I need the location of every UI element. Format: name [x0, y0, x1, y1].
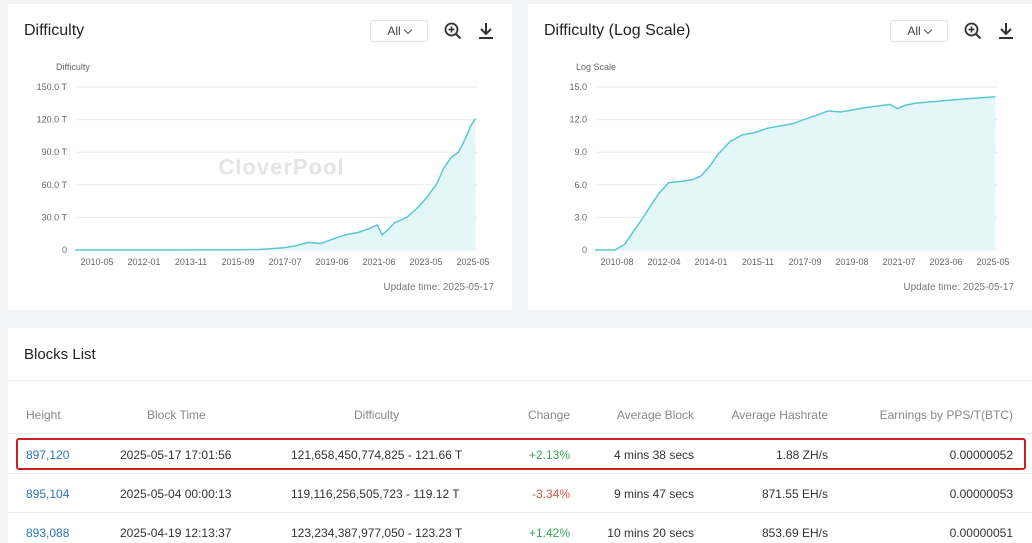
block-height-link[interactable]: 897,120	[26, 448, 70, 462]
column-header-block-time: Block Time	[147, 408, 206, 422]
y-tick-label: 0	[62, 245, 67, 255]
update-time: Update time: 2025-05-17	[383, 282, 494, 293]
block-average-block: 4 mins 38 secs	[613, 448, 694, 462]
divider	[8, 433, 1032, 434]
block-average-block: 10 mins 20 secs	[607, 526, 694, 540]
x-tick-label: 2025-05	[976, 257, 1009, 267]
block-average-block: 9 mins 47 secs	[613, 487, 694, 501]
difficulty-chart: Difficulty 0 30.0 T 60.0 T 90.0 T 120.0 T 150.…	[37, 62, 490, 267]
y-tick-label: 9.0	[574, 147, 587, 157]
x-tick-label: 2013-11	[175, 257, 207, 267]
x-tick-label: 2010-08	[600, 257, 633, 267]
range-select-value: All	[907, 24, 921, 38]
block-difficulty: 121,658,450,774,825 - 121.66 T	[291, 448, 463, 462]
block-time: 2025-05-04 00:00:13	[120, 487, 232, 501]
x-tick-label: 2021-06	[362, 257, 395, 267]
x-tick-label: 2019-06	[315, 257, 348, 267]
x-tick-label: 2012-01	[127, 257, 160, 267]
y-tick-label: 150.0 T	[37, 82, 68, 92]
x-tick-label: 2023-05	[409, 257, 442, 267]
update-time: Update time: 2025-05-17	[903, 282, 1014, 293]
divider	[8, 380, 1032, 381]
zoom-in-icon[interactable]	[963, 21, 983, 41]
download-icon[interactable]	[996, 21, 1016, 41]
series-line	[75, 118, 477, 251]
series-area	[595, 96, 996, 250]
chart-title: Difficulty	[24, 22, 85, 39]
range-select[interactable]: All	[370, 20, 428, 42]
x-tick-label: 2012-04	[647, 257, 680, 267]
x-tick-label: 2015-11	[742, 257, 774, 267]
block-difficulty: 123,234,387,977,050 - 123.23 T	[291, 526, 463, 540]
x-tick-label: 2023-06	[929, 257, 962, 267]
y-tick-label: 3.0	[574, 212, 587, 222]
block-height-link[interactable]: 895,104	[26, 487, 70, 501]
difficulty-chart-card: Difficulty All Difficulty 0 30.0 T 60.0 T 90…	[8, 4, 512, 310]
block-change: +2.13%	[528, 448, 570, 462]
y-tick-label: 6.0	[574, 180, 587, 190]
x-tick-label: 2021-07	[882, 257, 915, 267]
zoom-in-icon[interactable]	[443, 21, 463, 41]
block-average-hashrate: 871.55 EH/s	[761, 487, 828, 501]
watermark: CloverPool	[218, 155, 344, 180]
x-tick-label: 2015-09	[221, 257, 254, 267]
block-earnings: 0.00000052	[949, 448, 1013, 462]
y-axis-label: Difficulty	[56, 62, 90, 72]
block-change: +1.42%	[528, 526, 570, 540]
x-tick-label: 2017-07	[268, 257, 301, 267]
column-header-average-hashrate: Average Hashrate	[731, 408, 828, 422]
series-line	[595, 96, 996, 251]
x-tick-label: 2010-05	[80, 257, 113, 267]
y-tick-label: 30.0 T	[42, 212, 68, 222]
column-header-change: Change	[527, 408, 570, 422]
x-tick-label: 2014-01	[694, 257, 727, 267]
y-tick-label: 60.0 T	[42, 180, 68, 190]
x-tick-label: 2025-05	[456, 257, 489, 267]
block-time: 2025-05-17 17:01:56	[120, 448, 232, 462]
block-height-link[interactable]: 893,088	[26, 526, 70, 540]
column-header-earnings: Earnings by PPS/T(BTC)	[879, 408, 1013, 422]
blocks-list-card: Blocks List Height Block Time Difficulty…	[8, 328, 1032, 543]
x-tick-label: 2019-08	[835, 257, 868, 267]
column-header-average-block: Average Block	[616, 408, 694, 422]
y-tick-label: 15.0	[569, 82, 587, 92]
block-change: -3.34%	[531, 487, 570, 501]
difficulty-log-chart-card: Difficulty (Log Scale) All Log Scale 0 3.0…	[528, 4, 1032, 310]
series-area	[75, 118, 476, 250]
block-earnings: 0.00000051	[949, 526, 1013, 540]
block-earnings: 0.00000053	[949, 487, 1013, 501]
divider	[8, 473, 1032, 474]
difficulty-log-chart: Log Scale 0 3.0 6.0 9.0 12.0 15.0 2010-08 2012-0…	[569, 62, 1009, 267]
divider	[8, 512, 1032, 513]
y-tick-label: 90.0 T	[42, 147, 68, 157]
block-difficulty: 119,116,256,505,723 - 119.12 T	[291, 487, 460, 501]
blocks-list-title: Blocks List	[24, 346, 96, 363]
chart-title: Difficulty (Log Scale)	[544, 22, 691, 39]
block-average-hashrate: 853.69 EH/s	[761, 526, 828, 540]
y-tick-label: 12.0	[569, 115, 587, 125]
column-header-height: Height	[26, 408, 61, 422]
y-tick-label: 0	[582, 245, 587, 255]
y-tick-label: 120.0 T	[37, 115, 68, 125]
x-tick-label: 2017-09	[788, 257, 821, 267]
row-highlight-box	[16, 438, 1026, 470]
range-select-value: All	[387, 24, 401, 38]
chevron-down-icon	[923, 25, 932, 34]
column-header-difficulty: Difficulty	[354, 408, 400, 422]
range-select[interactable]: All	[890, 20, 948, 42]
y-axis-label: Log Scale	[576, 62, 616, 72]
download-icon[interactable]	[476, 21, 496, 41]
chevron-down-icon	[403, 25, 412, 34]
block-average-hashrate: 1.88 ZH/s	[775, 448, 828, 462]
block-time: 2025-04-19 12:13:37	[120, 526, 232, 540]
